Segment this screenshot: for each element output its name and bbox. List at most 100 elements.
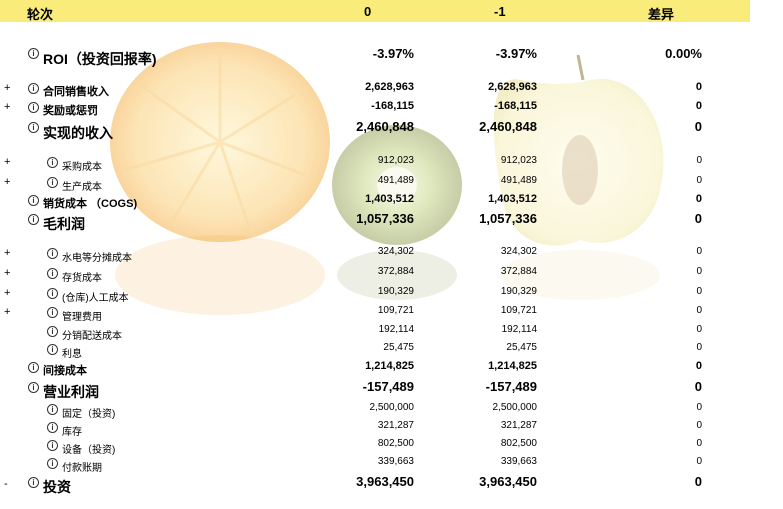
- table-header: 轮次 0 -1 差异: [0, 0, 750, 22]
- info-icon[interactable]: i: [47, 157, 58, 168]
- value-col1: 2,500,000: [492, 402, 538, 413]
- value-col1: 192,114: [501, 324, 537, 335]
- row-cogs: i 销货成本 （COGS) 1,403,512 1,403,512 0: [0, 192, 760, 210]
- value-diff: 0: [695, 193, 702, 205]
- row-bonus-penalty: + i 奖励或惩罚 -168,115 -168,115 0: [0, 99, 760, 117]
- value-col0: 802,500: [377, 438, 414, 449]
- expand-toggle[interactable]: +: [4, 176, 11, 188]
- expand-toggle[interactable]: +: [4, 156, 11, 168]
- value-col0: -157,489: [362, 379, 414, 394]
- row-contract-sales: + i 合同销售收入 2,628,963 2,628,963 0: [0, 80, 760, 98]
- value-diff: 0: [696, 155, 702, 166]
- collapse-toggle[interactable]: -: [4, 478, 8, 490]
- value-diff: 0: [696, 438, 702, 449]
- value-diff: 0: [696, 342, 702, 353]
- info-icon[interactable]: i: [28, 83, 39, 94]
- info-icon[interactable]: i: [47, 440, 58, 451]
- value-col0: 3,963,450: [356, 474, 414, 489]
- info-icon[interactable]: i: [47, 177, 58, 188]
- expand-toggle[interactable]: +: [4, 101, 11, 113]
- value-col1: 324,302: [500, 246, 537, 257]
- value-diff: 0: [696, 456, 702, 467]
- expand-toggle[interactable]: +: [4, 287, 11, 299]
- info-icon[interactable]: i: [47, 288, 58, 299]
- value-col1: 2,628,963: [488, 81, 537, 93]
- row-label: 采购成本: [62, 162, 102, 173]
- expand-toggle[interactable]: +: [4, 306, 11, 318]
- row-roi: i ROI（投资回报率) -3.97% -3.97% 0.00%: [0, 44, 760, 67]
- header-round-label: 轮次: [27, 7, 54, 22]
- value-col0: 491,489: [377, 175, 414, 186]
- row-label: 毛利润: [43, 216, 85, 232]
- info-icon[interactable]: i: [28, 362, 39, 373]
- value-col0: 912,023: [377, 155, 414, 166]
- row-gross-profit: i 毛利润 1,057,336 1,057,336 0: [0, 210, 760, 232]
- value-diff: 0: [696, 286, 702, 297]
- value-col0: 109,721: [377, 305, 414, 316]
- info-icon[interactable]: i: [28, 195, 39, 206]
- header-diff: 差异: [648, 7, 675, 22]
- value-col0: 321,287: [377, 420, 414, 431]
- info-icon[interactable]: i: [47, 326, 58, 337]
- value-col1: 3,963,450: [479, 474, 537, 489]
- row-equipment-investment: i 设备（投资) 802,500 802,500 0: [0, 437, 760, 456]
- row-utilities-cost: + i 水电等分摊成本 324,302 324,302 0: [0, 245, 760, 264]
- info-icon[interactable]: i: [47, 422, 58, 433]
- info-icon[interactable]: i: [28, 214, 39, 225]
- value-diff: 0: [696, 324, 702, 335]
- info-icon[interactable]: i: [47, 458, 58, 469]
- value-col1: 1,057,336: [479, 211, 537, 226]
- value-diff: 0: [694, 211, 702, 226]
- value-diff: 0: [696, 175, 702, 186]
- row-label: 库存: [62, 427, 82, 438]
- value-diff: 0: [695, 360, 702, 372]
- info-icon[interactable]: i: [47, 307, 58, 318]
- row-label: (仓库)人工成本: [62, 293, 129, 304]
- value-col0: -3.97%: [372, 46, 414, 61]
- value-diff: 0: [695, 100, 702, 112]
- row-operating-profit: i 营业利润 -157,489 -157,489 0: [0, 378, 760, 400]
- value-diff: 0: [696, 305, 702, 316]
- row-label: 销货成本 （COGS): [43, 198, 138, 210]
- row-inventory-cost: + i 存货成本 372,884 372,884 0: [0, 265, 760, 284]
- value-diff: 0: [694, 119, 702, 134]
- info-icon[interactable]: i: [28, 382, 39, 393]
- value-col1: 109,721: [500, 305, 537, 316]
- row-indirect-cost: i 间接成本 1,214,825 1,214,825 0: [0, 359, 760, 377]
- row-interest: i 利息 25,475 25,475 0: [0, 341, 760, 360]
- header-col-minus1: -1: [494, 4, 506, 19]
- value-diff: 0: [696, 246, 702, 257]
- expand-toggle[interactable]: +: [4, 247, 11, 259]
- row-label: 营业利润: [43, 384, 99, 400]
- row-fixed-investment: i 固定（投资) 2,500,000 2,500,000 0: [0, 401, 760, 420]
- value-diff: 0: [696, 402, 702, 413]
- info-icon[interactable]: i: [47, 248, 58, 259]
- info-icon[interactable]: i: [47, 404, 58, 415]
- row-label: 管理费用: [62, 312, 102, 323]
- row-label: 分销配送成本: [62, 331, 122, 342]
- row-admin-expenses: + i 管理费用 109,721 109,721 0: [0, 304, 760, 323]
- expand-toggle[interactable]: +: [4, 267, 11, 279]
- value-col0: 190,329: [377, 286, 414, 297]
- info-icon[interactable]: i: [28, 102, 39, 113]
- info-icon[interactable]: i: [28, 122, 39, 133]
- value-col0: 372,884: [377, 266, 414, 277]
- info-icon[interactable]: i: [28, 48, 39, 59]
- row-label: 合同销售收入: [43, 86, 109, 98]
- value-diff: 0: [694, 474, 702, 489]
- row-payment-terms: i 付款账期 339,663 339,663 0: [0, 455, 760, 474]
- value-col1: 802,500: [500, 438, 537, 449]
- value-col0: 25,475: [383, 342, 414, 353]
- row-label: 投资: [43, 479, 71, 495]
- row-realized-revenue: i 实现的收入 2,460,848 2,460,848 0: [0, 118, 760, 141]
- info-icon[interactable]: i: [47, 344, 58, 355]
- expand-toggle[interactable]: +: [4, 82, 11, 94]
- info-icon[interactable]: i: [28, 477, 39, 488]
- value-col1: 372,884: [500, 266, 537, 277]
- value-col1: -3.97%: [495, 46, 537, 61]
- value-col0: 339,663: [377, 456, 414, 467]
- info-icon[interactable]: i: [47, 268, 58, 279]
- row-label: 间接成本: [43, 365, 87, 377]
- value-col0: 2,500,000: [369, 402, 415, 413]
- row-label: 奖励或惩罚: [43, 105, 98, 117]
